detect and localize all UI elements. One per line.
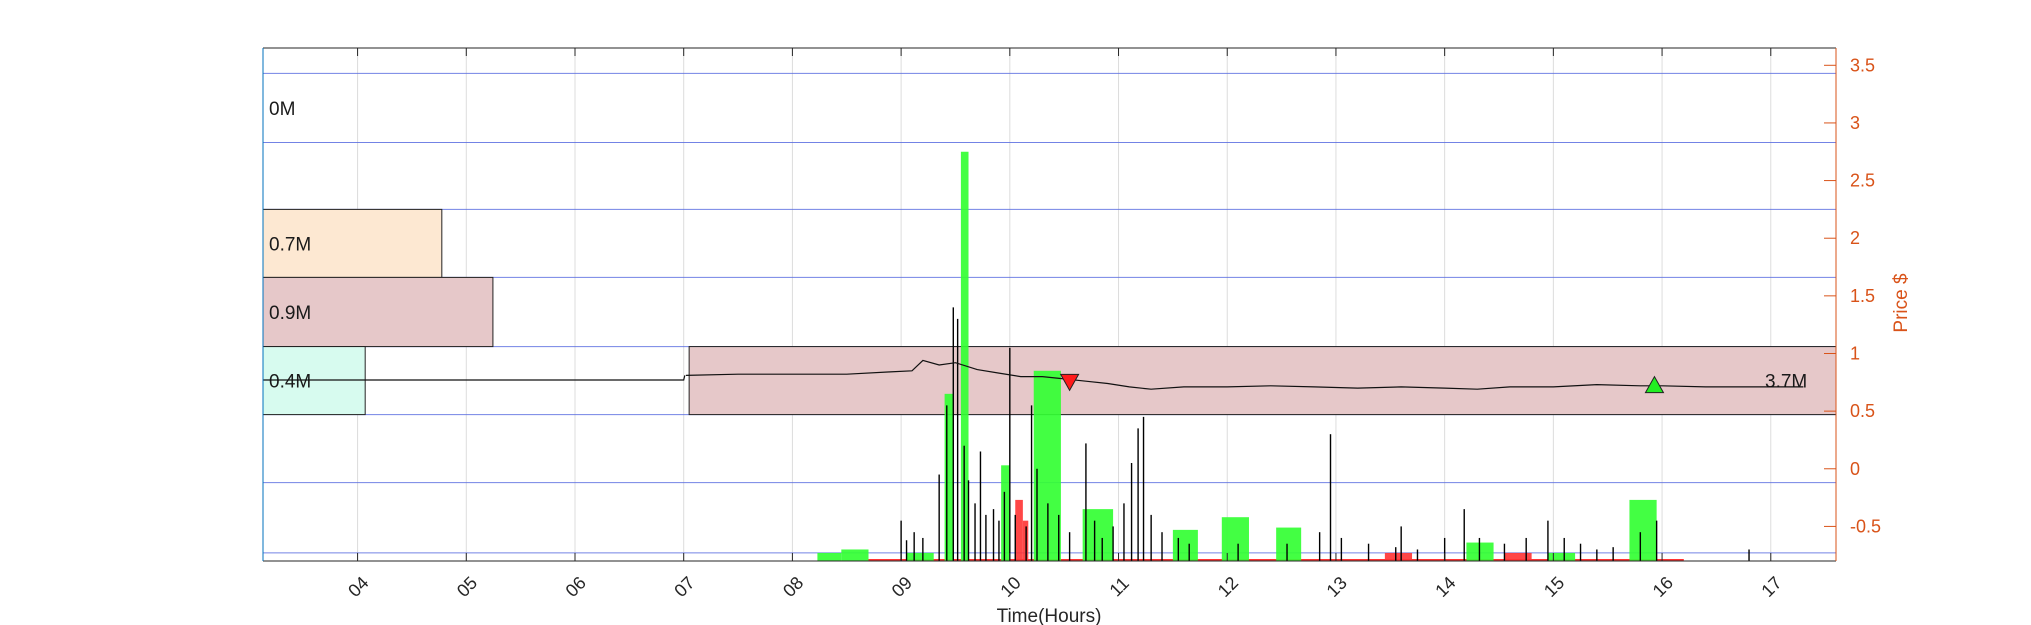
axes: 04 05 06 07 08 09 10 11 12 13 14 15 16 17 -0.5 0 0.5 1 1.5… — [262, 47, 1881, 601]
price-line — [263, 375, 686, 381]
x-tick-label: 15 — [1540, 573, 1568, 601]
buy-volume-bar — [1001, 465, 1010, 561]
x-tick-label: 14 — [1431, 573, 1459, 601]
buy-volume-bar — [960, 151, 969, 561]
x-tick-label: 11 — [1106, 573, 1133, 600]
x-tick-label: 09 — [888, 573, 916, 601]
y-tick-label: 3 — [1850, 113, 1860, 133]
y-tick-label: 1 — [1850, 343, 1860, 363]
x-tick-label: 04 — [344, 573, 372, 601]
profile-label: 0.7M — [269, 234, 311, 255]
buy-volume-bar — [1221, 517, 1249, 561]
buy-signal-marker — [1644, 375, 1665, 394]
sell-signal-marker — [1059, 373, 1080, 392]
profile-label: 0M — [269, 99, 295, 120]
x-tick-label: 17 — [1757, 573, 1785, 601]
session-label: 3.7M — [1765, 372, 1807, 393]
sell-volume-bar — [1384, 552, 1413, 561]
session-band: 3.7M — [688, 346, 1837, 416]
y-axis-label: Price $ — [1891, 273, 1912, 333]
price-series — [263, 359, 1804, 390]
y-tick-label: 1.5 — [1850, 286, 1875, 306]
x-axis-label: Time(Hours) — [997, 606, 1102, 625]
x-tick-label: 06 — [562, 573, 590, 601]
profile-label: 0.4M — [269, 372, 311, 393]
trade-spikes — [900, 307, 1750, 561]
buy-volume-bar — [906, 552, 934, 561]
y-tick-label: 0.5 — [1850, 401, 1875, 421]
x-tick-label: 10 — [996, 573, 1024, 601]
y-tick-label: -0.5 — [1850, 516, 1881, 536]
buy-volume-bar — [1172, 529, 1198, 561]
trade-signals — [1059, 373, 1665, 394]
buy-volume-bar — [817, 552, 842, 561]
sell-volume-bar — [1015, 499, 1023, 561]
buy-volume-bar — [1276, 527, 1302, 561]
session-bar — [688, 346, 1837, 416]
x-tick-label: 07 — [670, 573, 698, 601]
y-tick-label: 0 — [1850, 459, 1860, 479]
profile-bar — [262, 208, 443, 278]
buy-volume-bar — [1082, 509, 1114, 561]
profile-label: 0.9M — [269, 303, 311, 324]
x-tick-label: 16 — [1649, 573, 1677, 601]
y-tick-label: 2 — [1850, 228, 1860, 248]
sell-volume-bar — [1504, 552, 1532, 561]
price-line — [685, 359, 1804, 390]
profile-bar — [262, 276, 494, 348]
buy-volume-bar — [1629, 499, 1657, 561]
x-tick-label: 08 — [779, 573, 807, 601]
x-tick-label: 13 — [1323, 573, 1351, 601]
y-tick-label: 2.5 — [1850, 171, 1875, 191]
buy-volume-bar — [944, 393, 954, 561]
buy-volume-bar — [1547, 552, 1576, 561]
y-tick-label: 3.5 — [1850, 55, 1875, 75]
x-tick-label: 05 — [453, 573, 481, 601]
x-tick-label: 12 — [1214, 573, 1242, 601]
buy-volume-bar — [841, 549, 869, 561]
